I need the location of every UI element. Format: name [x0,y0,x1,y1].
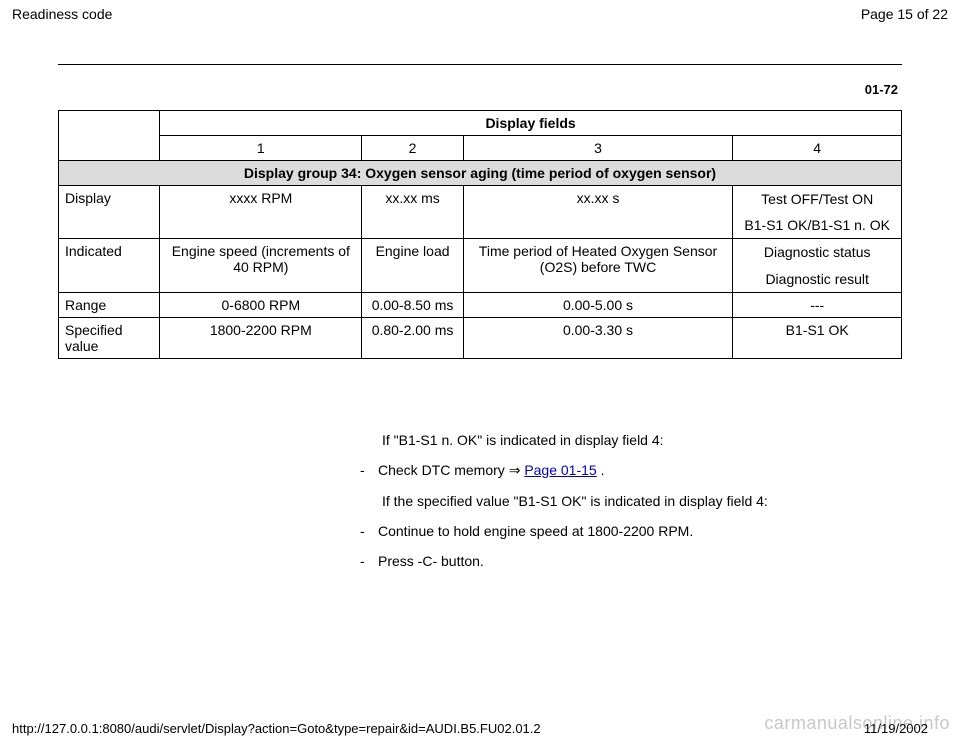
cell-line: Diagnostic result [739,270,895,288]
header-page: Page 15 of 22 [861,6,948,22]
col-num-2: 2 [362,136,463,161]
cell: xxxx RPM [160,186,362,239]
table-corner [59,111,160,161]
cell: 0.80-2.00 ms [362,317,463,358]
cell: Engine speed (increments of 40 RPM) [160,239,362,292]
arrow-icon: ⇒ [509,462,521,478]
cell-line: B1-S1 OK/B1-S1 n. OK [739,216,895,234]
cell: 1800-2200 RPM [160,317,362,358]
cell-line: Diagnostic status [739,243,895,261]
note-bullet: - Check DTC memory ⇒ Page 01-15 . [360,462,840,479]
group-title: Display group 34: Oxygen sensor aging (t… [59,161,902,186]
row-label: Display [59,186,160,239]
notes-section: If "B1-S1 n. OK" is indicated in display… [360,432,840,583]
row-label: Range [59,292,160,317]
cell: 0-6800 RPM [160,292,362,317]
display-fields-table: Display fields 1 2 3 4 Display group 34:… [58,110,902,359]
cell: xx.xx ms [362,186,463,239]
dash-icon: - [360,462,378,479]
table-row: Range 0-6800 RPM 0.00-8.50 ms 0.00-5.00 … [59,292,902,317]
cell: 0.00-8.50 ms [362,292,463,317]
bullet-text: Check DTC memory ⇒ Page 01-15 . [378,462,840,479]
note-bullet: - Press -C- button. [360,553,840,569]
dash-icon: - [360,523,378,539]
bullet-text: Continue to hold engine speed at 1800-22… [378,523,840,539]
cell: 0.00-3.30 s [463,317,733,358]
col-num-3: 3 [463,136,733,161]
table-row: Indicated Engine speed (increments of 40… [59,239,902,292]
row-label: Indicated [59,239,160,292]
cell: Time period of Heated Oxygen Sensor (O2S… [463,239,733,292]
cell: --- [733,292,902,317]
table-row: Specified value 1800-2200 RPM 0.80-2.00 … [59,317,902,358]
row-label: Specified value [59,317,160,358]
note-bullet: - Continue to hold engine speed at 1800-… [360,523,840,539]
col-num-1: 1 [160,136,362,161]
cell: Engine load [362,239,463,292]
bullet-prefix: Check DTC memory [378,462,509,478]
bullet-suffix: . [601,462,605,478]
table-row: Display xxxx RPM xx.xx ms xx.xx s Test O… [59,186,902,239]
cell: Test OFF/Test ON B1-S1 OK/B1-S1 n. OK [733,186,902,239]
divider [58,64,902,65]
page-link[interactable]: Page 01-15 [524,462,596,478]
col-num-4: 4 [733,136,902,161]
note-paragraph: If "B1-S1 n. OK" is indicated in display… [360,432,840,448]
header-title: Readiness code [12,6,112,22]
footer-date: 11/19/2002 [864,721,928,736]
cell-line: Test OFF/Test ON [739,190,895,208]
footer-url: http://127.0.0.1:8080/audi/servlet/Displ… [12,721,541,736]
cell: 0.00-5.00 s [463,292,733,317]
note-paragraph: If the specified value "B1-S1 OK" is ind… [360,493,840,509]
section-code: 01-72 [865,82,898,97]
cell: B1-S1 OK [733,317,902,358]
cell: xx.xx s [463,186,733,239]
cell: Diagnostic status Diagnostic result [733,239,902,292]
bullet-text: Press -C- button. [378,553,840,569]
table-header-span: Display fields [160,111,902,136]
dash-icon: - [360,553,378,569]
